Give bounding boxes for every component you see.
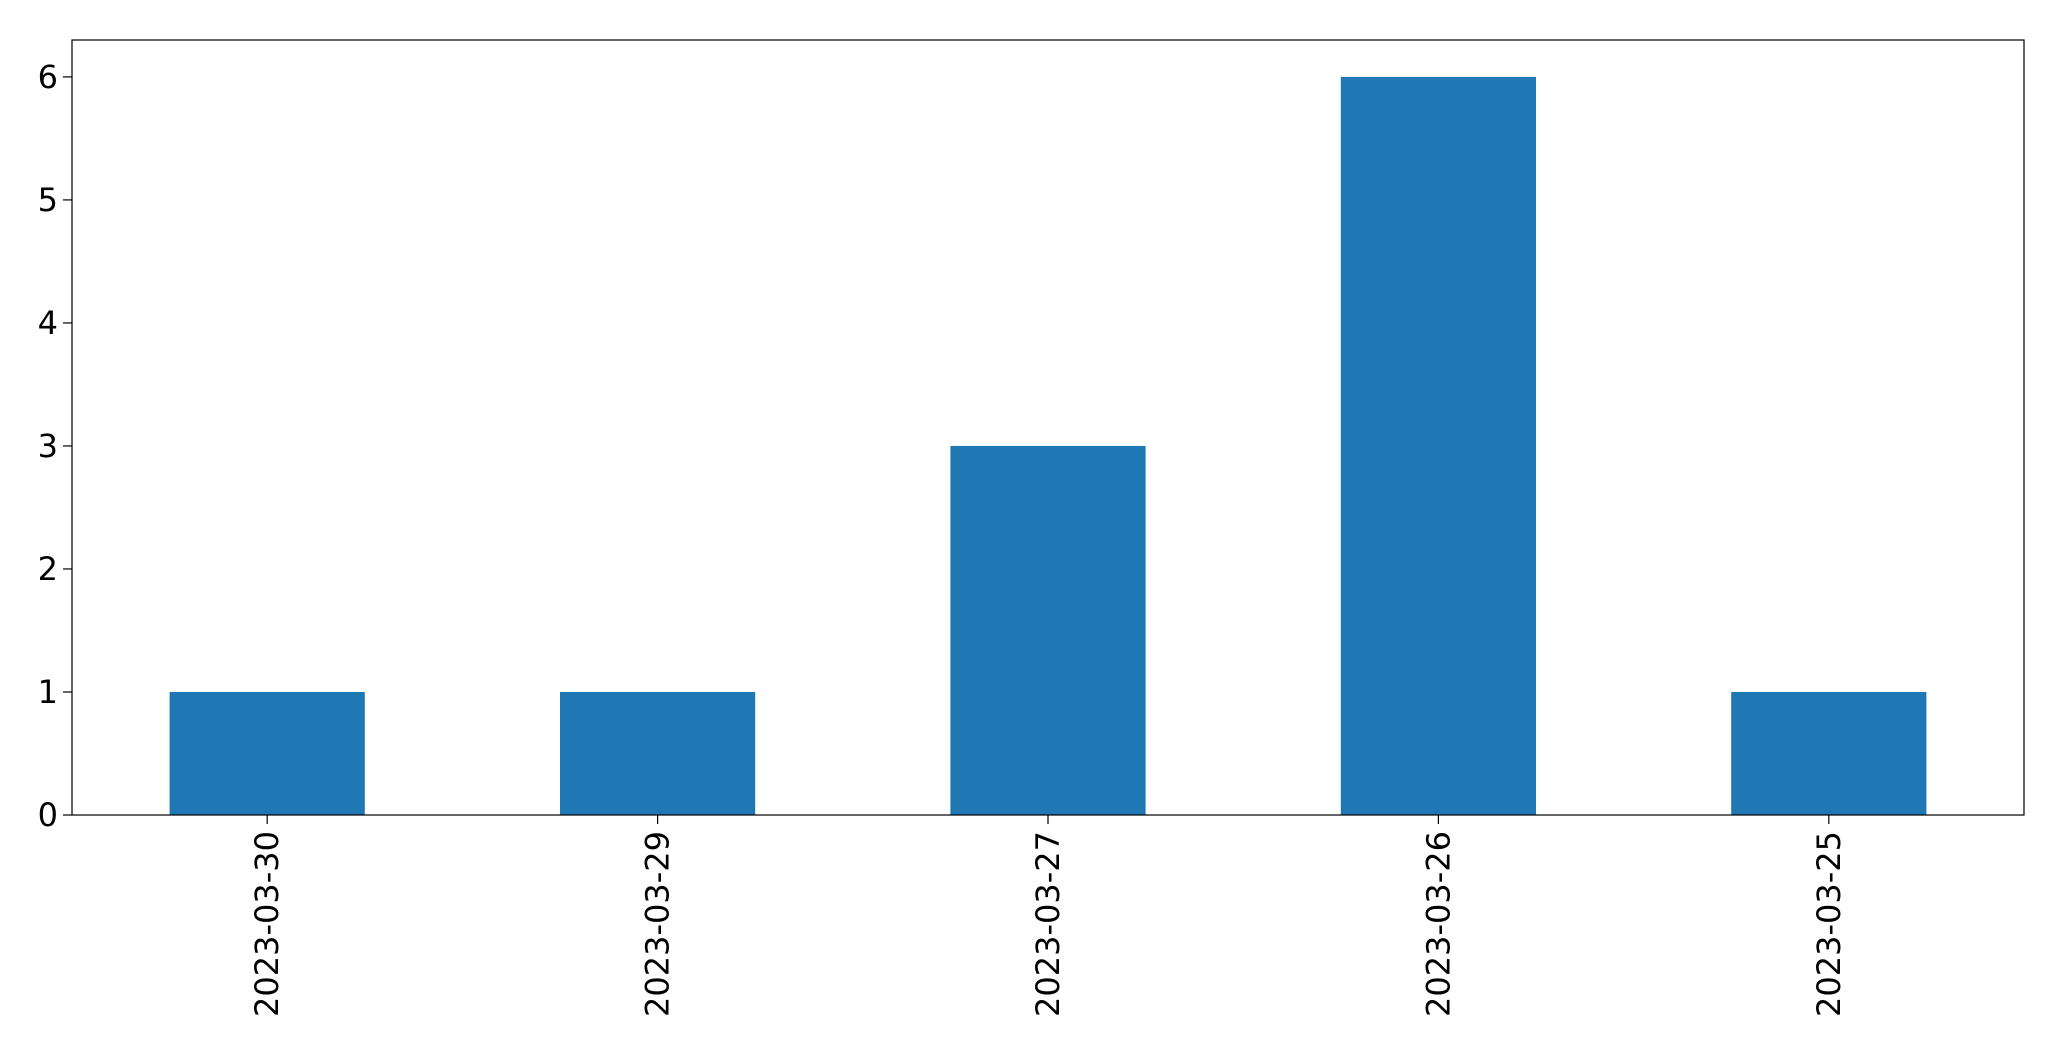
- bar-2023-03-26: [1340, 76, 1536, 815]
- bar-2023-03-27: [950, 445, 1146, 815]
- y-tick-label: 2: [38, 550, 58, 588]
- x-tick-label: 2023-03-27: [1029, 831, 1067, 1017]
- bar-2023-03-29: [560, 691, 756, 815]
- x-tick-label: 2023-03-30: [248, 831, 286, 1017]
- x-axis: 2023-03-30 2023-03-29 2023-03-27 2023-03-26…: [248, 815, 1848, 1017]
- y-tick-label: 3: [38, 427, 58, 465]
- y-tick-label: 1: [38, 673, 58, 711]
- x-tick-label: 2023-03-26: [1419, 831, 1457, 1017]
- y-tick-label: 4: [38, 304, 58, 342]
- y-tick-label: 5: [38, 181, 58, 219]
- y-axis: 0 1 2 3 4 5 6: [38, 58, 72, 834]
- y-tick-label: 0: [38, 796, 58, 834]
- bars-group: [169, 76, 1927, 815]
- y-tick-label: 6: [38, 58, 58, 96]
- x-tick-label: 2023-03-29: [639, 831, 677, 1017]
- bar-2023-03-30: [169, 691, 365, 815]
- x-tick-label: 2023-03-25: [1810, 831, 1848, 1017]
- bar-2023-03-25: [1731, 691, 1927, 815]
